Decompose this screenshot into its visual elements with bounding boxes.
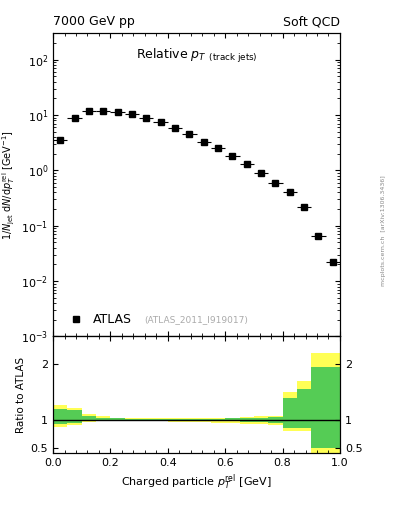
Text: mcplots.cern.ch  [arXiv:1306.3436]: mcplots.cern.ch [arXiv:1306.3436]	[381, 175, 386, 286]
Legend: ATLAS: ATLAS	[59, 310, 136, 330]
Text: 7000 GeV pp: 7000 GeV pp	[53, 15, 135, 28]
Text: Soft QCD: Soft QCD	[283, 15, 340, 28]
Y-axis label: $1/N_\mathrm{jet}\;\mathrm{d}N/\mathrm{d}p_T^\mathrm{rel}$ [GeV$^{-1}$]: $1/N_\mathrm{jet}\;\mathrm{d}N/\mathrm{d…	[0, 130, 17, 240]
Y-axis label: Ratio to ATLAS: Ratio to ATLAS	[17, 357, 26, 433]
Text: Relative $p_T$ $_{(\mathrm{track\ jets})}$: Relative $p_T$ $_{(\mathrm{track\ jets})…	[136, 47, 257, 65]
Text: (ATLAS_2011_I919017): (ATLAS_2011_I919017)	[145, 315, 248, 325]
X-axis label: Charged particle $p_T^\mathrm{rel}$ [GeV]: Charged particle $p_T^\mathrm{rel}$ [GeV…	[121, 472, 272, 492]
